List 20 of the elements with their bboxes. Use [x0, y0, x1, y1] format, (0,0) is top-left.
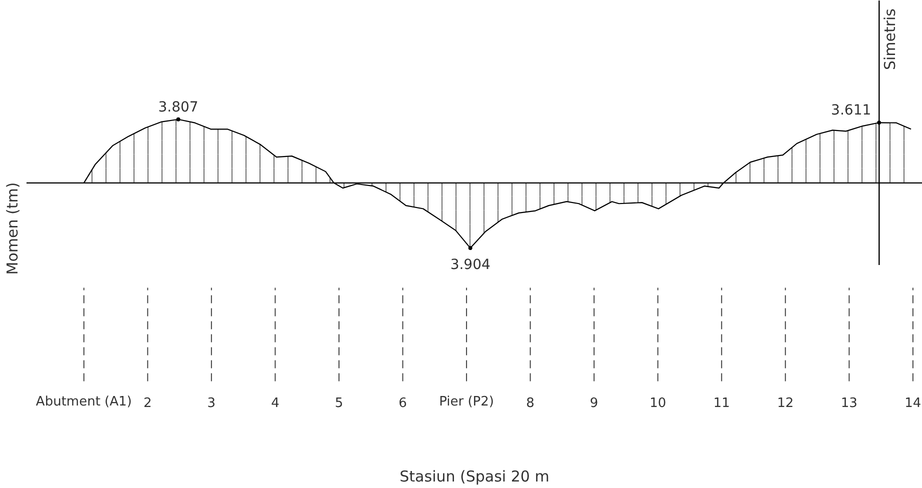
y-axis-title: Momen (tm): [4, 182, 22, 275]
ref-line-label: Simetris: [881, 8, 900, 70]
annotation: 3.807: [158, 99, 198, 116]
x-tick-label: 14: [904, 396, 922, 411]
x-tick-label: 12: [777, 396, 794, 411]
x-tick-label: 9: [590, 396, 598, 411]
x-tick-label: 11: [713, 396, 730, 411]
annotation: 3.611: [831, 102, 872, 119]
x-tick-label: 10: [650, 396, 666, 411]
annotation: 3.904: [450, 257, 490, 274]
x-tick-label: 2: [144, 396, 152, 411]
x-tick-label: 13: [840, 396, 858, 411]
x-tick-label: 8: [526, 396, 534, 411]
x-tick-label: Abutment (A1): [36, 394, 132, 410]
x-tick-label: 5: [334, 396, 344, 411]
x-tick-label: Pier (P2): [439, 394, 494, 410]
x-tick-label: 4: [271, 396, 280, 411]
x-axis-title: Stasiun (Spasi 20 m: [400, 468, 550, 486]
x-tick-label: 6: [398, 396, 407, 411]
x-tick-label: 3: [207, 396, 216, 411]
